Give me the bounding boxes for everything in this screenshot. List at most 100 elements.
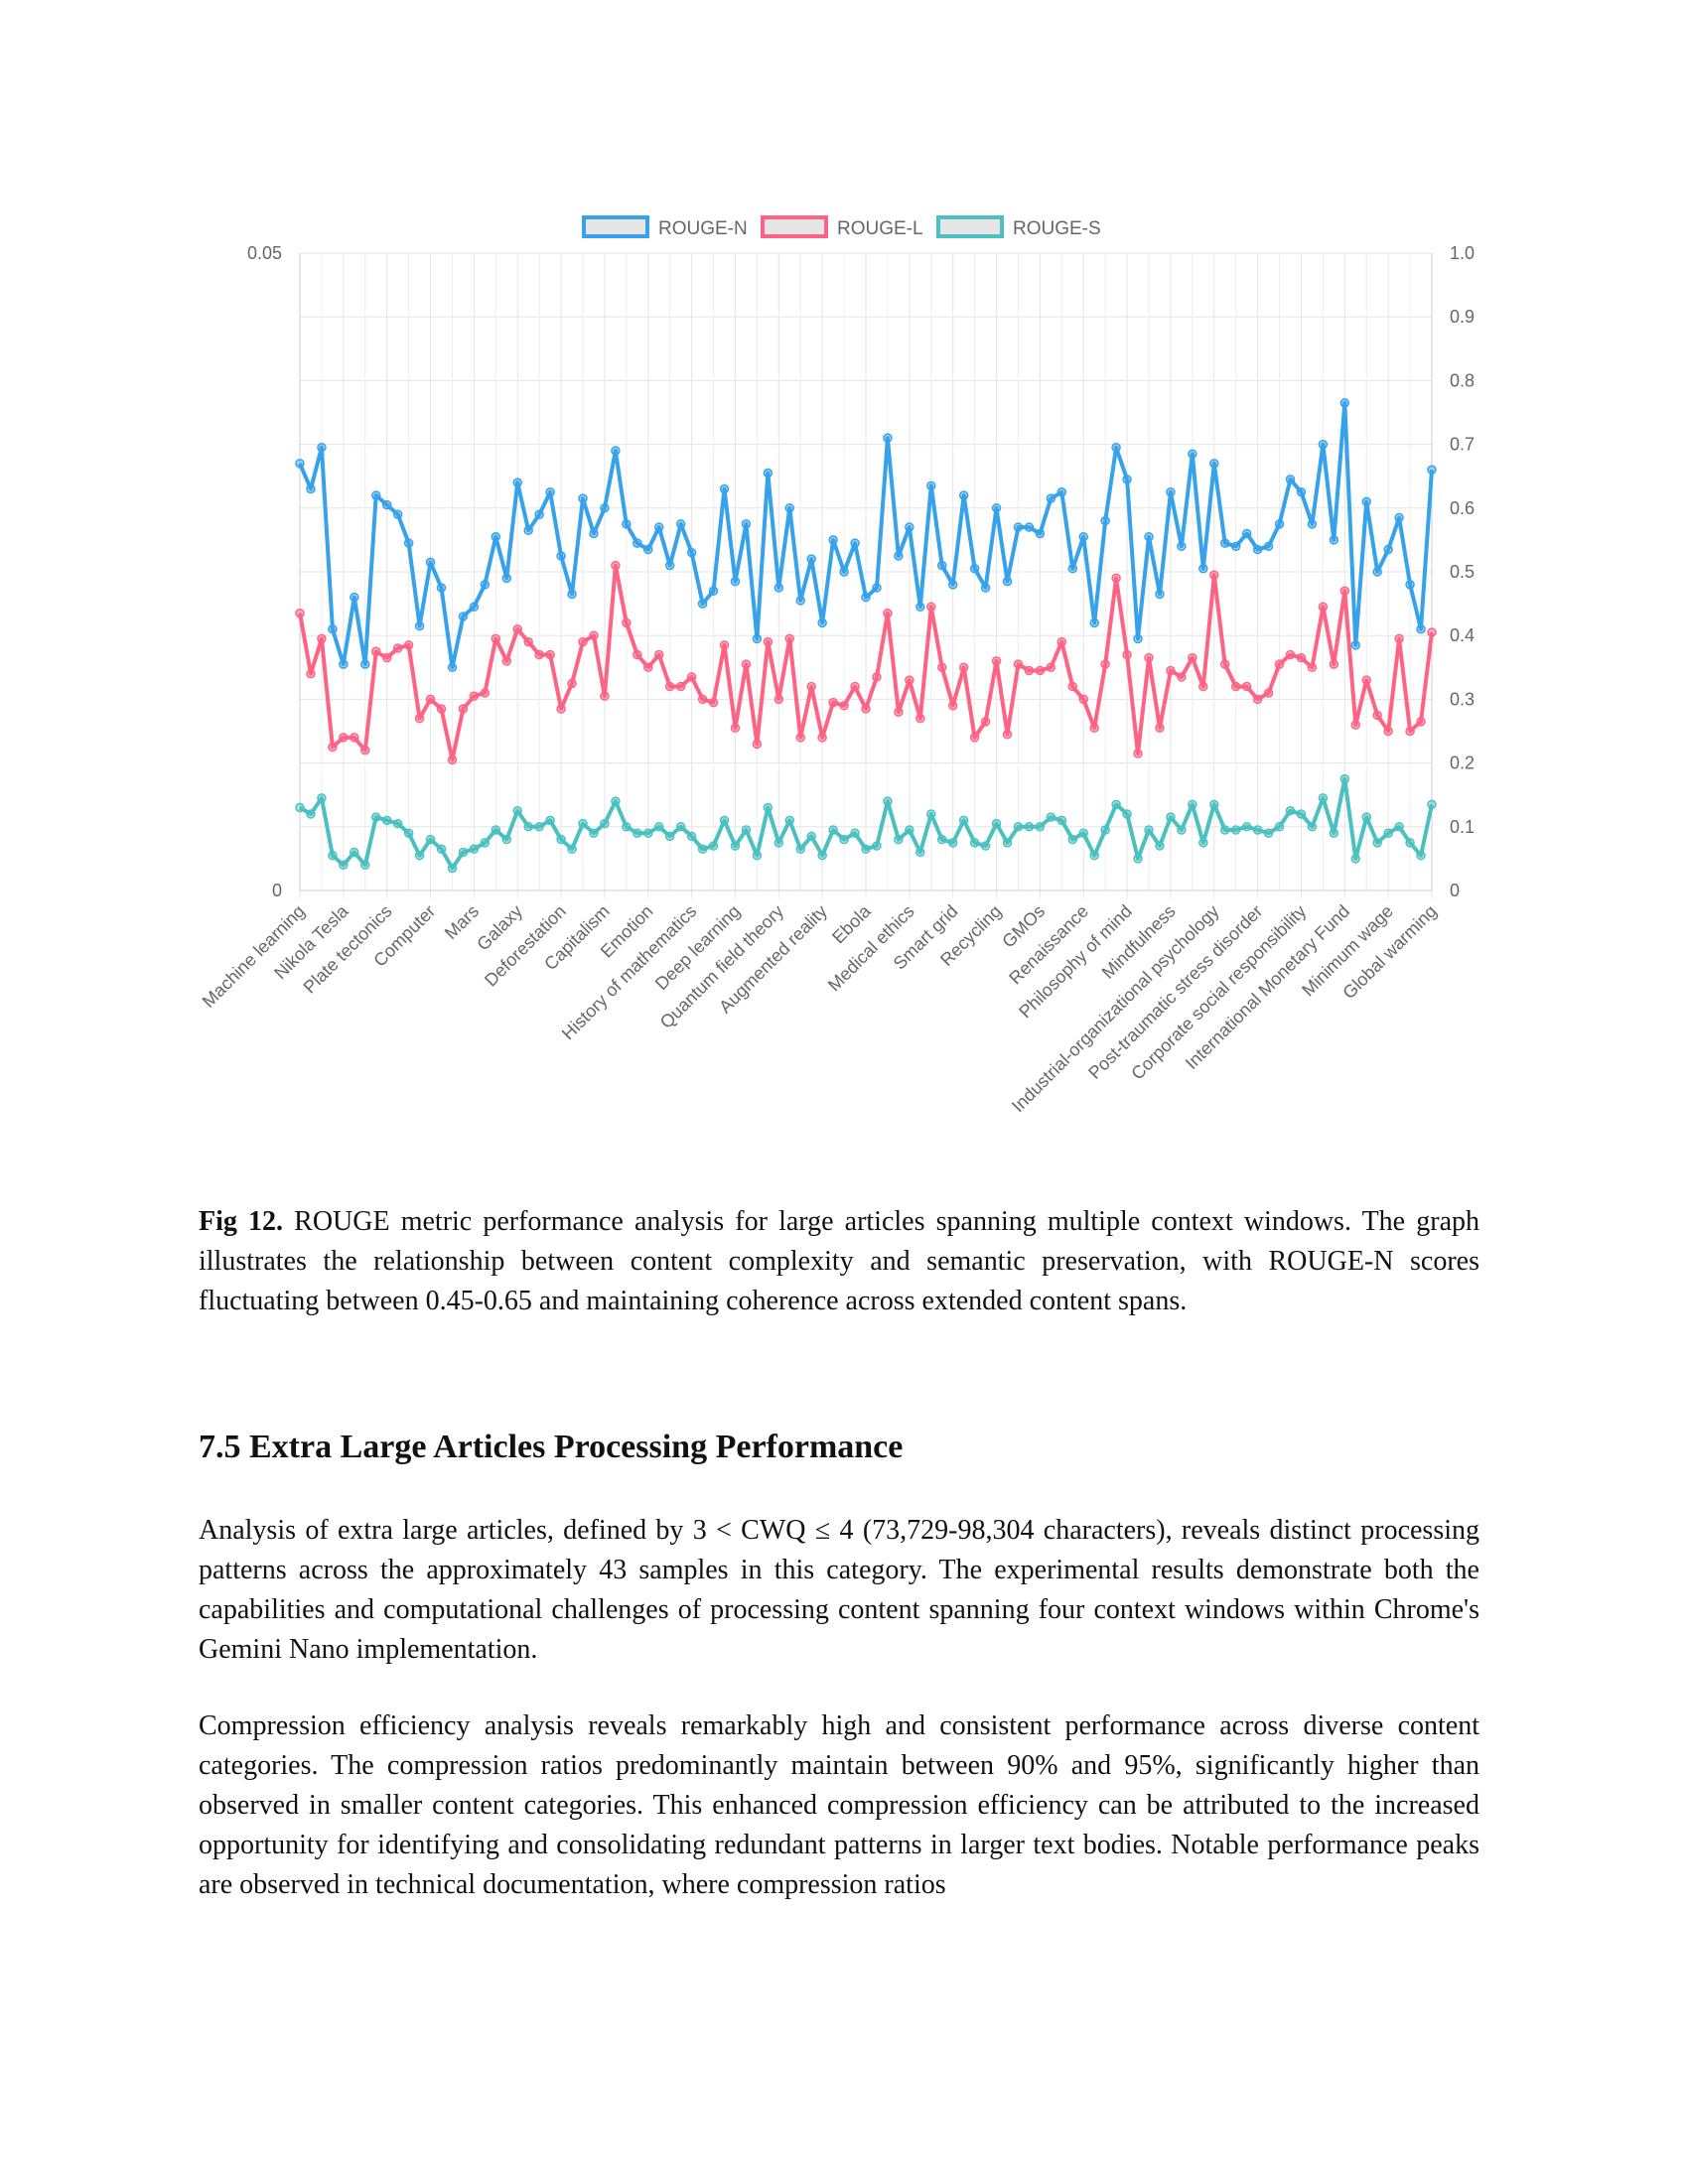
data-point [1122, 809, 1132, 819]
chart-grid [299, 252, 1433, 898]
right-tick-label: 0.2 [1450, 753, 1475, 773]
section-heading: 7.5 Extra Large Articles Processing Perf… [199, 1429, 904, 1465]
data-point [1427, 465, 1437, 476]
data-point [1188, 652, 1197, 663]
data-point [306, 483, 316, 494]
data-point [763, 636, 774, 647]
data-point [392, 643, 403, 653]
data-point [719, 640, 730, 650]
data-point [600, 818, 610, 829]
data-point [817, 733, 827, 743]
data-point [1329, 535, 1339, 545]
right-tick-label: 0.1 [1450, 817, 1475, 837]
data-point [894, 707, 904, 717]
data-point [926, 602, 936, 613]
data-point [317, 443, 327, 453]
data-point [1133, 633, 1143, 644]
data-point [741, 519, 752, 529]
data-point [1067, 834, 1078, 845]
data-point [480, 580, 491, 590]
data-point [1274, 822, 1285, 832]
data-point [664, 560, 675, 571]
data-point [1046, 662, 1056, 673]
data-point [752, 850, 763, 861]
data-point [512, 806, 522, 816]
data-point [883, 796, 893, 806]
data-point [1067, 681, 1078, 692]
data-point [1329, 828, 1339, 838]
data-point [425, 834, 436, 845]
data-point [1035, 528, 1046, 539]
data-point [414, 850, 425, 861]
data-point [686, 547, 697, 558]
data-point [741, 825, 752, 835]
data-point [1133, 854, 1143, 864]
data-point [1296, 487, 1307, 497]
data-point [686, 672, 697, 682]
data-point [1056, 487, 1067, 497]
data-point [1361, 496, 1371, 507]
data-point [697, 694, 708, 705]
paragraph-1: Analysis of extra large articles, define… [199, 1515, 1479, 1665]
data-point [534, 822, 544, 832]
data-point [1285, 475, 1296, 484]
data-point [1263, 828, 1274, 838]
data-point [1100, 825, 1110, 835]
data-point [480, 688, 491, 698]
data-point [1383, 544, 1393, 555]
legend-label: ROUGE-S [1013, 218, 1101, 239]
data-point [730, 841, 741, 851]
data-point [730, 723, 741, 734]
data-point [328, 742, 338, 752]
data-point [861, 592, 871, 603]
data-point [1067, 564, 1078, 574]
data-point [328, 624, 338, 634]
data-point [795, 733, 805, 743]
data-point [545, 487, 555, 497]
data-point [1307, 519, 1318, 529]
data-point [1318, 439, 1329, 450]
data-point [458, 704, 469, 714]
data-point [1219, 659, 1230, 669]
data-point [370, 812, 381, 822]
right-tick-label: 0.5 [1450, 562, 1475, 582]
right-tick-label: 0.9 [1450, 307, 1475, 327]
data-point [905, 675, 914, 685]
data-point [1002, 838, 1013, 848]
data-point [360, 746, 370, 755]
left-tick-label: 0.05 [247, 243, 282, 263]
data-point [1013, 822, 1024, 832]
data-point [991, 503, 1002, 513]
data-point [752, 633, 763, 644]
data-point [1035, 665, 1046, 676]
data-point [1002, 729, 1013, 740]
data-point [1329, 659, 1339, 669]
data-point [392, 509, 403, 519]
right-tick-label: 1.0 [1450, 243, 1475, 263]
data-point [556, 834, 566, 845]
data-point [828, 697, 838, 708]
data-point [741, 659, 752, 669]
data-point [947, 701, 958, 711]
data-point [1274, 659, 1285, 669]
data-point [915, 847, 925, 858]
data-point [567, 678, 577, 689]
data-point [872, 583, 882, 593]
data-point [370, 490, 381, 500]
data-point [350, 592, 359, 603]
data-point [1188, 799, 1197, 810]
paragraph-2: Compression efficiency analysis reveals … [199, 1710, 1479, 1900]
data-point [1144, 531, 1154, 542]
data-point [1166, 487, 1176, 497]
data-point [1035, 822, 1046, 832]
data-point [447, 662, 458, 673]
data-point [1133, 749, 1143, 758]
data-point [611, 796, 621, 806]
data-point [883, 608, 893, 618]
data-point [458, 612, 469, 621]
data-point [1252, 544, 1263, 555]
data-point [295, 802, 305, 813]
data-point [1339, 586, 1350, 597]
data-point [980, 841, 991, 851]
data-point [936, 834, 947, 845]
